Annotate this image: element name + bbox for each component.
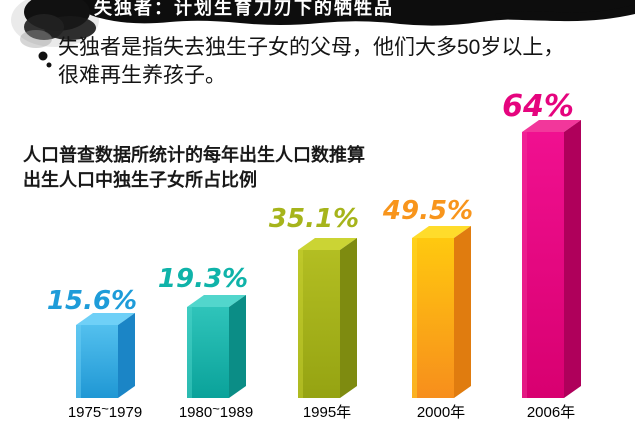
bar-4-highlight (412, 238, 417, 398)
bar-2-side-face (229, 295, 246, 398)
ink-blob-lower (24, 14, 64, 40)
tilde-mark: ~ (212, 401, 220, 416)
intro-paragraph: 失独者是指失去独生子女的父母，他们大多50岁以上， 很难再生养孩子。 (58, 34, 598, 90)
value-label-3: 35.1% (268, 204, 360, 234)
ink-dot-large (38, 51, 48, 61)
ink-smear (20, 30, 52, 48)
bar-1-side-face (118, 313, 135, 398)
chart-description: 人口普查数据所统计的每年出生人口数推算 出生人口中独生子女所占比例 (23, 143, 423, 193)
bar-3-side-face (340, 238, 357, 398)
bar-3 (298, 238, 357, 398)
value-label-5: 64% (502, 89, 574, 124)
bar-3-top-face (298, 238, 357, 250)
category-label-4: 2000年 (416, 404, 466, 421)
value-label-2: 19.3% (157, 264, 249, 294)
category-label-1: 1975~1979 (67, 401, 143, 421)
ink-banner-graphic (11, 0, 635, 68)
category-label-3: 1995年 (302, 404, 352, 421)
chart-description-line-1: 人口普查数据所统计的每年出生人口数推算 (23, 145, 365, 165)
bar-5-top-face (522, 120, 581, 132)
bar-1-highlight (76, 325, 81, 398)
bar-4-top-face (412, 226, 471, 238)
ink-dot-small (46, 62, 52, 68)
bar-2 (187, 295, 246, 398)
bar-1 (76, 313, 135, 398)
bar-2-highlight (187, 307, 192, 398)
bar-5-side-face (564, 120, 581, 398)
page-title: 失独者：计划生育刀刃下的牺牲品 (94, 0, 394, 18)
category-label-5: 2006年 (526, 404, 576, 421)
tilde-mark: ~ (101, 401, 109, 416)
intro-line-2: 很难再生养孩子。 (58, 64, 226, 87)
bar-5 (522, 120, 581, 398)
value-label-4: 49.5% (382, 196, 474, 226)
bar-5-front-face (522, 132, 564, 398)
category-label-2: 1980~1989 (178, 401, 254, 421)
bar-2-top-face (187, 295, 246, 307)
intro-line-1: 失独者是指失去独生子女的父母，他们大多50岁以上， (58, 36, 565, 59)
bar-1-front-face (76, 325, 118, 398)
bar-1-top-face (76, 313, 135, 325)
bar-4-side-face (454, 226, 471, 398)
bar-5-highlight (522, 132, 527, 398)
bar-4 (412, 226, 471, 398)
banner-band (78, 0, 635, 26)
bar-4-front-face (412, 238, 454, 398)
bar-3-highlight (298, 250, 303, 398)
value-label-1: 15.6% (46, 286, 138, 316)
bar-3-front-face (298, 250, 340, 398)
banner-streak (495, 5, 635, 22)
chart-description-line-2: 出生人口中独生子女所占比例 (23, 170, 257, 190)
bar-2-front-face (187, 307, 229, 398)
